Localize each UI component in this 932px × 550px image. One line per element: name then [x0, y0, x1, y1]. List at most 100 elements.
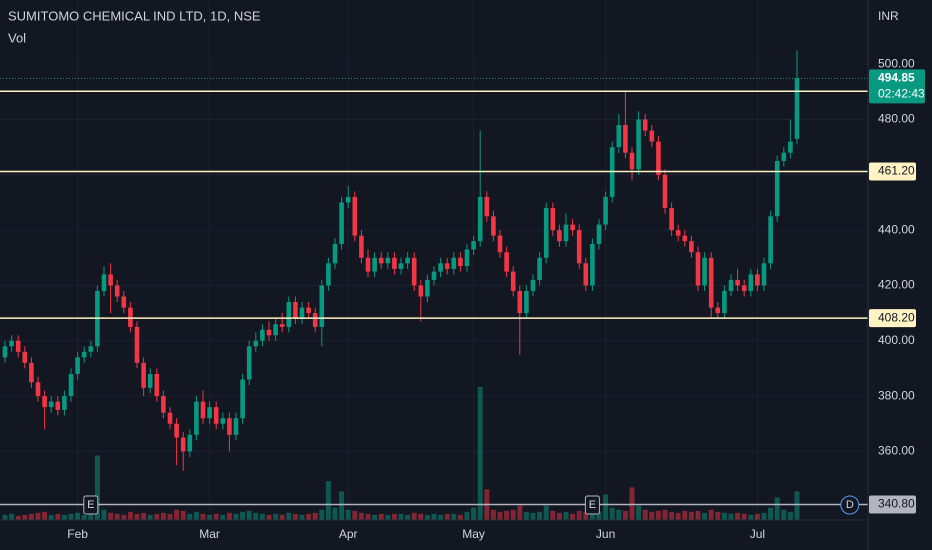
candle-body: [101, 274, 107, 291]
candle-body: [458, 257, 463, 267]
candle-body: [286, 302, 292, 327]
volume-bar: [768, 507, 774, 520]
candle-body: [557, 230, 562, 242]
y-tick-label: 360.00: [878, 444, 915, 458]
volume-bar: [530, 512, 536, 520]
event-label[interactable]: E: [87, 499, 94, 511]
volume-bar: [570, 513, 576, 520]
volume-bar: [193, 511, 199, 520]
volume-bar: [147, 514, 153, 520]
candle-body: [42, 396, 47, 408]
candle-body: [484, 196, 490, 217]
volume-bar: [431, 513, 437, 520]
volume-bar: [246, 510, 252, 520]
candle-body: [682, 235, 688, 242]
event-marker[interactable]: [840, 495, 860, 515]
candle-body: [62, 396, 67, 410]
candle-body: [537, 257, 542, 280]
volume-bar: [28, 513, 34, 520]
volume-bar: [603, 494, 609, 520]
volume-bar: [266, 514, 272, 520]
candle-body: [642, 119, 648, 131]
candle-body: [207, 407, 212, 419]
volume-bar: [438, 514, 444, 520]
candle-body: [273, 324, 278, 336]
event-marker: [83, 495, 99, 515]
volume-bar: [596, 511, 602, 520]
volume-bar: [655, 510, 661, 520]
candle-body: [629, 152, 635, 170]
x-tick-label: Jun: [596, 527, 615, 541]
volume-bar: [583, 511, 589, 520]
candle-body: [722, 290, 727, 314]
volume-bar: [121, 514, 127, 520]
candle-body: [583, 263, 589, 286]
candle-body: [451, 257, 457, 269]
volume-bar: [735, 512, 741, 520]
volume-bar: [398, 513, 404, 520]
volume-bar: [345, 509, 351, 520]
candle-body: [378, 257, 384, 264]
candle-body: [260, 329, 265, 341]
event-label[interactable]: D: [846, 499, 854, 511]
candle-body: [167, 412, 173, 424]
candle-body: [623, 125, 628, 153]
candle-body: [741, 285, 747, 291]
volume-bar: [240, 511, 246, 520]
volume-bar: [748, 514, 754, 520]
volume-bar: [510, 509, 516, 520]
candle-body: [365, 257, 371, 272]
volume-bar: [616, 509, 622, 520]
volume-bar: [273, 513, 279, 520]
volume-bar: [259, 513, 265, 520]
volume-bar: [787, 511, 793, 520]
volume-bar: [391, 513, 397, 520]
candle-body: [319, 285, 325, 327]
volume-bar: [48, 514, 54, 520]
candle-body: [405, 257, 410, 264]
candle-body: [200, 401, 206, 419]
volume-bar: [312, 512, 318, 520]
candle-body: [649, 130, 655, 142]
volume-bar: [108, 512, 114, 520]
candle-body: [279, 324, 285, 327]
volume-bar: [279, 514, 285, 520]
volume-bar: [306, 513, 312, 520]
volume-bar: [61, 514, 67, 520]
event-label[interactable]: E: [589, 499, 596, 511]
candle-body: [194, 401, 199, 435]
candle-body: [68, 373, 74, 397]
candle-body: [134, 326, 140, 363]
volume-bar: [708, 509, 714, 520]
candle-body: [154, 373, 160, 397]
candle-body: [128, 307, 133, 327]
price-label: 340.80: [878, 497, 915, 511]
candle-body: [22, 351, 28, 363]
candle-body: [227, 418, 232, 435]
candle-body: [464, 249, 470, 267]
y-tick-label: 440.00: [878, 222, 915, 236]
volume-bar: [365, 513, 371, 520]
volume-bar: [81, 514, 87, 520]
candle-body: [312, 313, 318, 327]
x-tick-label: Apr: [339, 527, 358, 541]
candle-body: [108, 274, 113, 286]
candle-body: [15, 340, 21, 352]
volume-bar: [774, 497, 780, 520]
countdown-label: 02:42:43: [878, 87, 925, 101]
volume-bar: [207, 514, 213, 520]
volume-bar: [141, 512, 147, 520]
candle-body: [662, 174, 668, 208]
volume-bar: [556, 512, 562, 520]
volume-bar: [662, 509, 668, 520]
volume-bar: [451, 513, 457, 520]
candle-body: [715, 307, 721, 314]
candle-body: [418, 285, 424, 297]
volume-bar: [761, 512, 767, 520]
volume-bar: [174, 509, 180, 520]
volume-bar: [490, 509, 496, 520]
volume-bar: [127, 511, 133, 520]
candle-body: [576, 230, 582, 264]
candle-body: [345, 196, 351, 203]
